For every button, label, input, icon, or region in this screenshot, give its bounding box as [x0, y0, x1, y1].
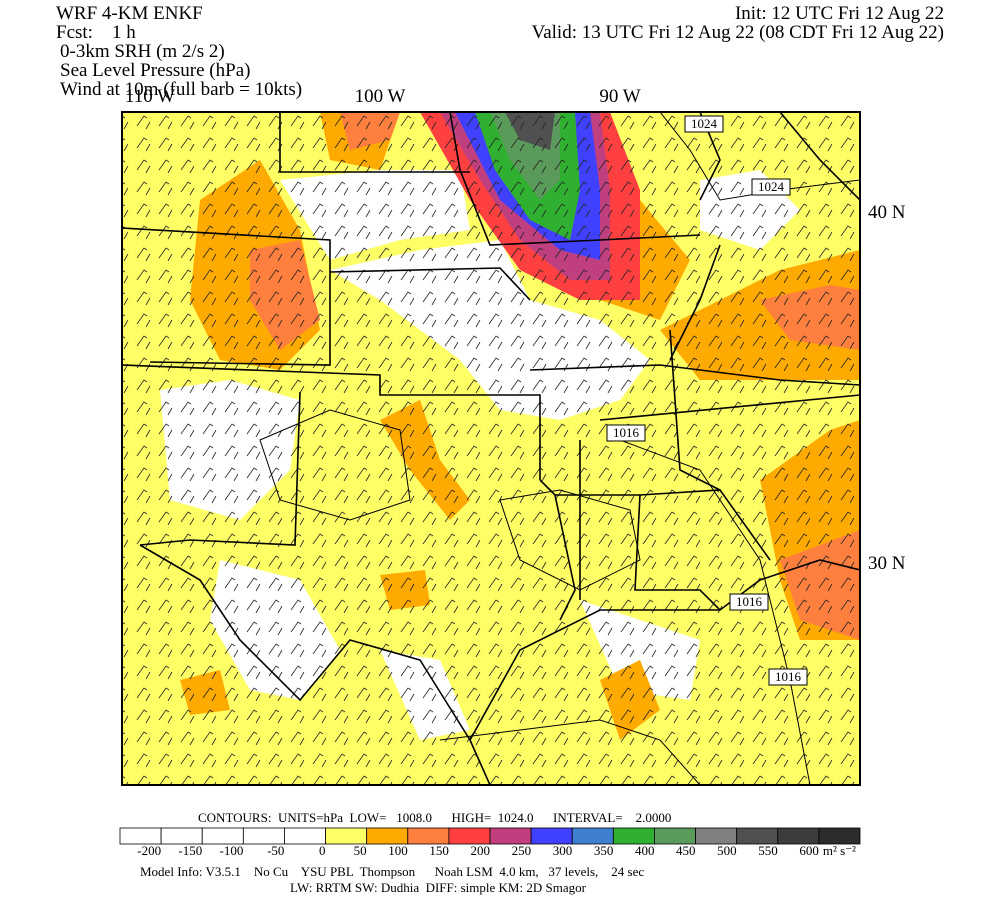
isobar-label: 1016 [613, 425, 640, 440]
colorbar-label: 250 [512, 843, 532, 858]
wind-barbs [122, 112, 860, 785]
colorbar-box [818, 827, 861, 845]
colorbar-label: -150 [178, 843, 202, 858]
colorbar-box [448, 827, 491, 845]
colorbar-box [325, 827, 368, 845]
colorbar-box [366, 827, 409, 845]
isobar-labels: 1024 1024 1016 1016 1016 [606, 115, 808, 686]
colorbar-box [612, 827, 655, 845]
header-right: Init: 12 UTC Fri 12 Aug 22 [735, 3, 944, 24]
colorbar-box [530, 827, 573, 845]
colorbar-label: 400 [635, 843, 655, 858]
isobar-label: 1016 [775, 669, 802, 684]
latitude-label: 30 N [868, 553, 906, 574]
colorbar-label: 450 [676, 843, 696, 858]
longitude-label: 110 W [125, 86, 175, 107]
colorbar-units: m² s⁻² [823, 843, 856, 858]
header-left: 0-3km SRH (m 2/s 2) [60, 41, 225, 62]
isobar-label: 1024 [691, 116, 718, 131]
map [122, 112, 860, 785]
colorbar-label: 200 [471, 843, 491, 858]
footer: Model Info: V3.5.1 No Cu YSU PBL Thompso… [140, 864, 644, 879]
colorbar-box [489, 827, 532, 845]
header-left: Sea Level Pressure (hPa) [60, 60, 250, 81]
colorbar-box [119, 827, 162, 845]
longitude-label: 100 W [355, 86, 406, 107]
header-left: WRF 4-KM ENKF [56, 3, 203, 24]
colorbar-box [284, 827, 326, 845]
contours-info: CONTOURS: UNITS=hPa LOW= 1008.0 HIGH= 10… [198, 810, 671, 825]
latitude-label: 40 N [868, 202, 906, 223]
header-right: Valid: 13 UTC Fri 12 Aug 22 (08 CDT Fri … [532, 22, 944, 43]
header-left: Fcst: 1 h [56, 22, 136, 43]
colorbar-box [571, 827, 614, 845]
isobars [259, 112, 860, 785]
colorbar-box [160, 827, 203, 845]
colorbar-box [736, 827, 779, 845]
colorbar-label: 50 [354, 843, 367, 858]
header-left: Wind at 10m (full barb = 10kts) [60, 79, 302, 100]
colorbar-box [777, 827, 820, 845]
boundaries [122, 112, 860, 785]
colorbar: -200 -150 -100 -50 0 50 100 150 200 250 300 350 400 4… [119, 827, 861, 858]
colorbar-label: -200 [137, 843, 161, 858]
colorbar-box [407, 827, 450, 845]
colorbar-box [654, 827, 696, 845]
isobar-label: 1016 [736, 594, 763, 609]
longitude-label: 90 W [599, 86, 640, 107]
colorbar-label: 350 [594, 843, 614, 858]
colorbar-box [242, 827, 285, 845]
colorbar-label: -50 [267, 843, 284, 858]
colorbar-box [695, 827, 738, 845]
colorbar-label: 600 [799, 843, 819, 858]
colorbar-label: 150 [429, 843, 449, 858]
isobar-label: 1024 [758, 179, 785, 194]
colorbar-box [201, 827, 244, 845]
colorbar-label: 500 [717, 843, 737, 858]
map-frame [121, 111, 861, 786]
footer: LW: RRTM SW: Dudhia DIFF: simple KM: 2D … [290, 880, 587, 895]
colorbar-label: 100 [388, 843, 408, 858]
colorbar-label: 550 [758, 843, 778, 858]
colorbar-label: 300 [553, 843, 573, 858]
colorbar-label: -100 [219, 843, 243, 858]
colorbar-label: 0 [319, 843, 326, 858]
